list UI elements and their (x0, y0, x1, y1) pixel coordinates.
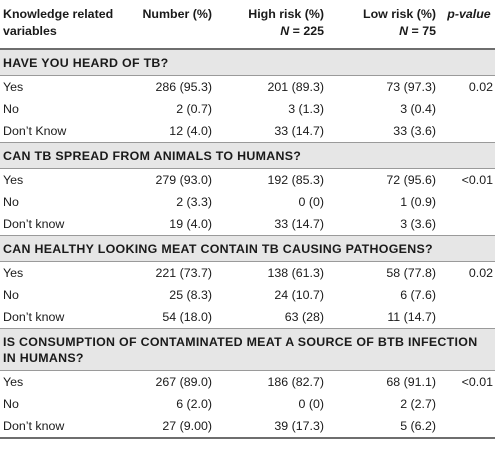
header-low-risk-n-label: N (399, 24, 409, 38)
cell-high-risk: 0 (0) (298, 195, 324, 209)
cell-low-risk: 58 (77.8) (386, 266, 436, 280)
cell-p-value (440, 191, 495, 213)
cell-number: 2 (3.3) (176, 195, 212, 209)
section-row: CAN TB SPREAD FROM ANIMALS TO HUMANS? (0, 142, 495, 169)
cell-low-risk: 3 (0.4) (400, 102, 436, 116)
cell-low-risk: 3 (3.6) (400, 217, 436, 231)
cell-low-risk: 5 (6.2) (328, 415, 440, 439)
row-label: Don’t Know (3, 124, 67, 138)
header-low-risk-n-value: = 75 (408, 24, 436, 38)
cell-p-value: 0.02 (468, 80, 493, 94)
cell-low-risk: 6 (7.6) (400, 288, 436, 302)
cell-p-value: <0.01 (461, 375, 493, 389)
cell-low-risk: 11 (14.7) (387, 310, 436, 324)
cell-low-risk: 2 (2.7) (400, 397, 436, 411)
cell-high-risk: 201 (89.3) (267, 80, 324, 94)
row-label: Yes (3, 375, 24, 389)
section-title: HAVE YOU HEARD OF TB? (0, 48, 495, 76)
knowledge-table: Knowledge related variables Number (%) H… (0, 0, 495, 439)
cell-p-value: 0.02 (468, 266, 493, 280)
cell-low-risk: 73 (97.3) (386, 80, 436, 94)
row-label: Don’t know (3, 310, 65, 324)
cell-p-value (440, 306, 495, 329)
cell-low-risk: 1 (0.9) (400, 195, 436, 209)
table-row: Yes 286 (95.3) 201 (89.3) 73 (97.3) 0.02 (0, 76, 495, 99)
header-high-risk-n: N = 225 (220, 23, 324, 40)
section-title: CAN HEALTHY LOOKING MEAT CONTAIN TB CAUS… (0, 235, 495, 262)
table-row: No 2 (3.3) 0 (0) 1 (0.9) (0, 191, 495, 213)
table-row: Don’t know 19 (4.0) 33 (14.7) 3 (3.6) (0, 213, 495, 236)
table-row: Yes 221 (73.7) 138 (61.3) 58 (77.8) 0.02 (0, 262, 495, 285)
table-row: Yes 267 (89.0) 186 (82.7) 68 (91.1) <0.01 (0, 371, 495, 394)
cell-number: 54 (18.0) (162, 310, 212, 324)
cell-number: 25 (8.3) (169, 288, 212, 302)
cell-p-value (440, 120, 495, 143)
cell-number: 286 (95.3) (155, 80, 212, 94)
row-label: Yes (3, 173, 24, 187)
section-title: CAN TB SPREAD FROM ANIMALS TO HUMANS? (0, 142, 495, 169)
cell-high-risk: 3 (1.3) (288, 102, 324, 116)
table-row: No 25 (8.3) 24 (10.7) 6 (7.6) (0, 284, 495, 306)
header-high-risk-n-value: = 225 (289, 24, 324, 38)
cell-high-risk: 192 (85.3) (267, 173, 324, 187)
cell-high-risk: 63 (28) (284, 310, 324, 324)
cell-number: 279 (93.0) (155, 173, 212, 187)
cell-number: 12 (4.0) (169, 124, 212, 138)
cell-high-risk: 33 (14.7) (274, 217, 324, 231)
row-label: No (3, 397, 19, 411)
header-low-risk-n: N = 75 (332, 23, 436, 40)
cell-low-risk: 33 (3.6) (393, 124, 436, 138)
cell-high-risk: 138 (61.3) (267, 266, 324, 280)
cell-low-risk: 72 (95.6) (386, 173, 436, 187)
cell-number: 221 (73.7) (155, 266, 212, 280)
section-row: CAN HEALTHY LOOKING MEAT CONTAIN TB CAUS… (0, 235, 495, 262)
section-title: IS CONSUMPTION OF CONTAMINATED MEAT A SO… (0, 328, 495, 371)
table-row: Don’t Know 12 (4.0) 33 (14.7) 33 (3.6) (0, 120, 495, 143)
cell-p-value (440, 284, 495, 306)
cell-p-value (440, 393, 495, 415)
cell-p-value (440, 98, 495, 120)
table-row: Yes 279 (93.0) 192 (85.3) 72 (95.6) <0.01 (0, 169, 495, 192)
header-high-risk-label: High risk (%) (248, 7, 324, 21)
table-row: Don’t know 27 (9.00) 39 (17.3) 5 (6.2) (0, 415, 495, 439)
header-low-risk-label: Low risk (%) (363, 7, 436, 21)
row-label: Don’t know (3, 217, 65, 231)
table-row: No 6 (2.0) 0 (0) 2 (2.7) (0, 393, 495, 415)
table-row: No 2 (0.7) 3 (1.3) 3 (0.4) (0, 98, 495, 120)
table-header: Knowledge related variables Number (%) H… (0, 0, 495, 50)
cell-number: 27 (9.00) (120, 415, 216, 439)
header-knowledge-variables: Knowledge related variables (0, 0, 120, 50)
cell-high-risk: 33 (14.7) (274, 124, 324, 138)
cell-number: 19 (4.0) (169, 217, 212, 231)
row-label: No (3, 288, 19, 302)
header-high-risk-n-label: N (280, 24, 290, 38)
header-p-value: p-value (440, 0, 495, 50)
cell-number: 2 (0.7) (176, 102, 212, 116)
row-label: Yes (3, 80, 24, 94)
cell-number: 267 (89.0) (155, 375, 212, 389)
row-label: No (3, 195, 19, 209)
row-label: Don’t know (0, 415, 120, 439)
section-row: HAVE YOU HEARD OF TB? (0, 48, 495, 76)
header-low-risk: Low risk (%) N = 75 (328, 0, 440, 50)
cell-high-risk: 186 (82.7) (267, 375, 324, 389)
table-row: Don’t know 54 (18.0) 63 (28) 11 (14.7) (0, 306, 495, 329)
header-number: Number (%) (120, 0, 216, 50)
cell-number: 6 (2.0) (176, 397, 212, 411)
cell-p-value (440, 213, 495, 236)
cell-p-value (440, 415, 495, 439)
row-label: Yes (3, 266, 24, 280)
header-high-risk: High risk (%) N = 225 (216, 0, 328, 50)
row-label: No (3, 102, 19, 116)
section-row: IS CONSUMPTION OF CONTAMINATED MEAT A SO… (0, 328, 495, 371)
cell-high-risk: 0 (0) (298, 397, 324, 411)
table-body: HAVE YOU HEARD OF TB? Yes 286 (95.3) 201 (8… (0, 48, 495, 439)
cell-high-risk: 39 (17.3) (216, 415, 328, 439)
cell-low-risk: 68 (91.1) (386, 375, 436, 389)
cell-high-risk: 24 (10.7) (274, 288, 324, 302)
cell-p-value: <0.01 (461, 173, 493, 187)
